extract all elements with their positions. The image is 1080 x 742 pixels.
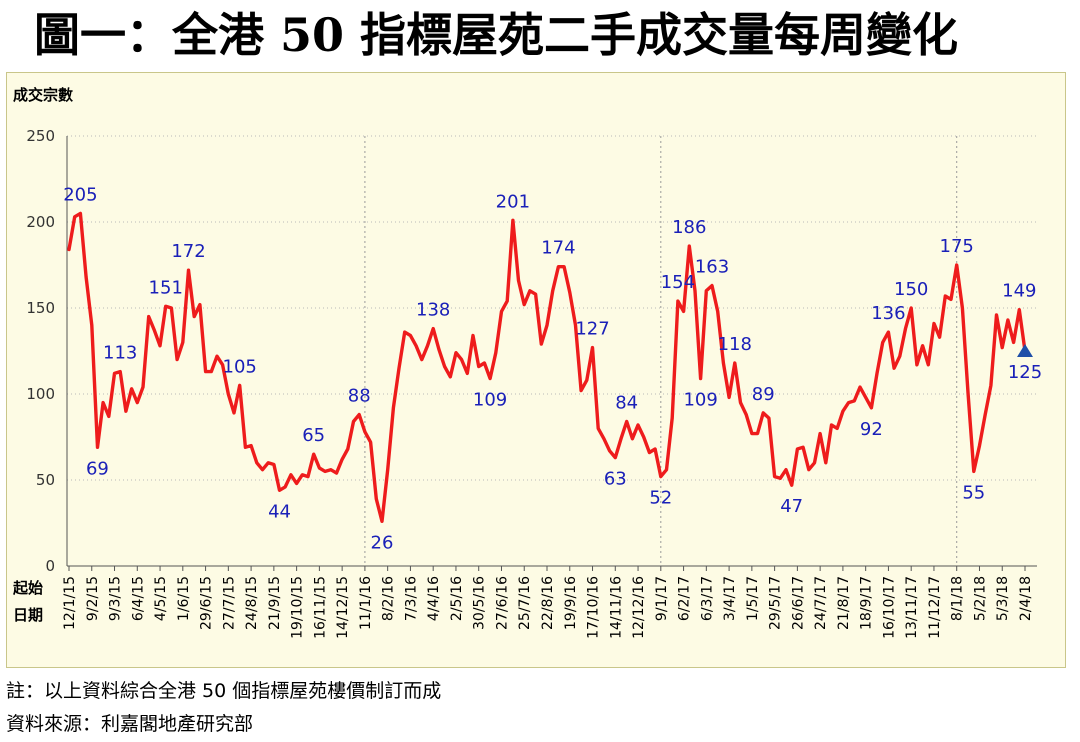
data-label: 186	[672, 217, 706, 238]
y-tick-label: 0	[45, 557, 55, 575]
data-label: 127	[575, 319, 609, 340]
x-tick-label: 3/4/17	[722, 576, 738, 621]
series-line-group	[67, 211, 1033, 523]
data-label: 55	[962, 482, 985, 503]
footnote: 註：以上資料綜合全港 50 個指標屋苑樓價制訂而成	[6, 680, 442, 702]
data-label: 109	[473, 390, 507, 411]
y-tick-label: 200	[26, 213, 55, 231]
data-label: 113	[103, 343, 137, 364]
x-tick-label: 30/5/16	[472, 576, 488, 630]
x-tick-labels: 12/1/15 9/2/15 9/3/15 6/4/15 4/5/15 1/6/15 29/…	[62, 566, 1034, 639]
y-tick-label: 100	[26, 385, 55, 403]
y-tick-labels: 0 50 100 150 200 250	[26, 127, 55, 575]
x-tick-label: 18/9/17	[859, 576, 875, 630]
x-tick-label: 21/8/17	[836, 576, 852, 630]
data-label: 92	[860, 419, 883, 440]
data-label: 163	[695, 257, 729, 278]
x-axis-label-line2: 日期	[13, 606, 43, 624]
line-chart: 0 50 100 150 200 250 12/1/15 9/2/15 9/3/15 6/4/1…	[12, 86, 1042, 639]
x-tick-label: 4/5/15	[153, 576, 169, 621]
x-tick-label: 26/6/17	[790, 576, 806, 630]
data-label: 174	[541, 238, 575, 259]
y-tick-label: 250	[26, 127, 55, 145]
data-label: 201	[496, 191, 530, 212]
data-label: 205	[63, 184, 97, 205]
x-tick-label: 7/3/16	[403, 576, 419, 621]
data-label: 44	[268, 501, 291, 522]
data-label: 84	[615, 393, 638, 414]
x-tick-label: 22/8/16	[540, 576, 556, 630]
x-tick-label: 27/6/16	[494, 576, 510, 630]
y-axis-label: 成交宗數	[13, 86, 73, 104]
data-label: 150	[894, 279, 928, 300]
x-tick-label: 8/1/18	[950, 576, 966, 621]
data-label: 118	[718, 334, 752, 355]
x-tick-label: 9/2/15	[85, 576, 101, 621]
chart-title: 圖一：全港 50 指標屋苑二手成交量每周變化	[34, 8, 959, 62]
data-label: 89	[752, 384, 775, 405]
x-tick-label: 6/3/17	[699, 576, 715, 621]
x-tick-label: 2/4/18	[1018, 576, 1034, 621]
data-label: 125	[1008, 362, 1042, 383]
x-tick-label: 1/6/15	[176, 576, 192, 621]
data-label: 63	[604, 469, 627, 490]
x-tick-label: 9/1/17	[654, 576, 670, 621]
x-tick-label: 1/5/17	[745, 576, 761, 621]
x-tick-label: 16/10/17	[881, 576, 897, 639]
x-tick-label: 17/10/16	[586, 576, 602, 639]
data-label: 47	[780, 496, 803, 517]
data-label: 151	[149, 277, 183, 298]
x-tick-label: 14/12/15	[335, 576, 351, 639]
x-tick-label: 2/5/16	[449, 576, 465, 621]
x-tick-label: 14/11/16	[608, 576, 624, 639]
data-label: 109	[683, 390, 717, 411]
x-tick-label: 19/10/15	[290, 576, 306, 639]
x-tick-label: 13/11/17	[904, 576, 920, 639]
x-tick-label: 29/6/15	[199, 576, 215, 630]
x-tick-label: 12/12/16	[631, 576, 647, 639]
data-label: 138	[416, 300, 450, 321]
series-line	[67, 211, 1027, 523]
x-tick-label: 11/1/16	[358, 576, 374, 630]
x-tick-label: 24/7/17	[813, 576, 829, 630]
data-label: 52	[649, 488, 672, 509]
x-tick-label: 16/11/15	[312, 576, 328, 639]
data-label: 65	[302, 425, 325, 446]
x-tick-label: 9/3/15	[108, 576, 124, 621]
x-tick-label: 12/1/15	[62, 576, 78, 630]
data-label: 154	[661, 272, 695, 293]
data-label: 136	[871, 303, 905, 324]
x-tick-label: 25/7/16	[517, 576, 533, 630]
data-label: 149	[1002, 281, 1036, 302]
x-tick-label: 29/5/17	[768, 576, 784, 630]
data-label: 26	[371, 532, 394, 553]
x-axis-label-line1: 起始	[12, 579, 43, 597]
y-tick-label: 50	[36, 471, 55, 489]
latest-point-marker	[1017, 344, 1033, 357]
data-label: 175	[940, 236, 974, 257]
data-labels: 205 69 113 151 172 105 44 65 88 26 138 109 201 174 127…	[63, 184, 1042, 553]
chart-panel: 0 50 100 150 200 250 12/1/15 9/2/15 9/3/15 6/4/1…	[6, 72, 1066, 668]
x-tick-label: 11/12/17	[927, 576, 943, 639]
source-note: 資料來源：利嘉閣地產研究部	[6, 713, 254, 735]
data-label: 69	[86, 458, 109, 479]
x-tick-label: 6/2/17	[677, 576, 693, 621]
x-tick-label: 4/4/16	[426, 576, 442, 621]
x-tick-label: 8/2/16	[381, 576, 397, 621]
year-separators	[364, 136, 958, 566]
x-tick-label: 19/9/16	[563, 576, 579, 630]
data-label: 172	[171, 241, 205, 262]
x-tick-label: 5/3/18	[995, 576, 1011, 621]
x-tick-label: 21/9/15	[267, 576, 283, 630]
data-label: 88	[348, 386, 371, 407]
x-tick-label: 24/8/15	[244, 576, 260, 630]
data-label: 105	[223, 356, 257, 377]
x-tick-label: 5/2/18	[972, 576, 988, 621]
y-tick-label: 150	[26, 299, 55, 317]
x-tick-label: 6/4/15	[130, 576, 146, 621]
x-tick-label: 27/7/15	[221, 576, 237, 630]
